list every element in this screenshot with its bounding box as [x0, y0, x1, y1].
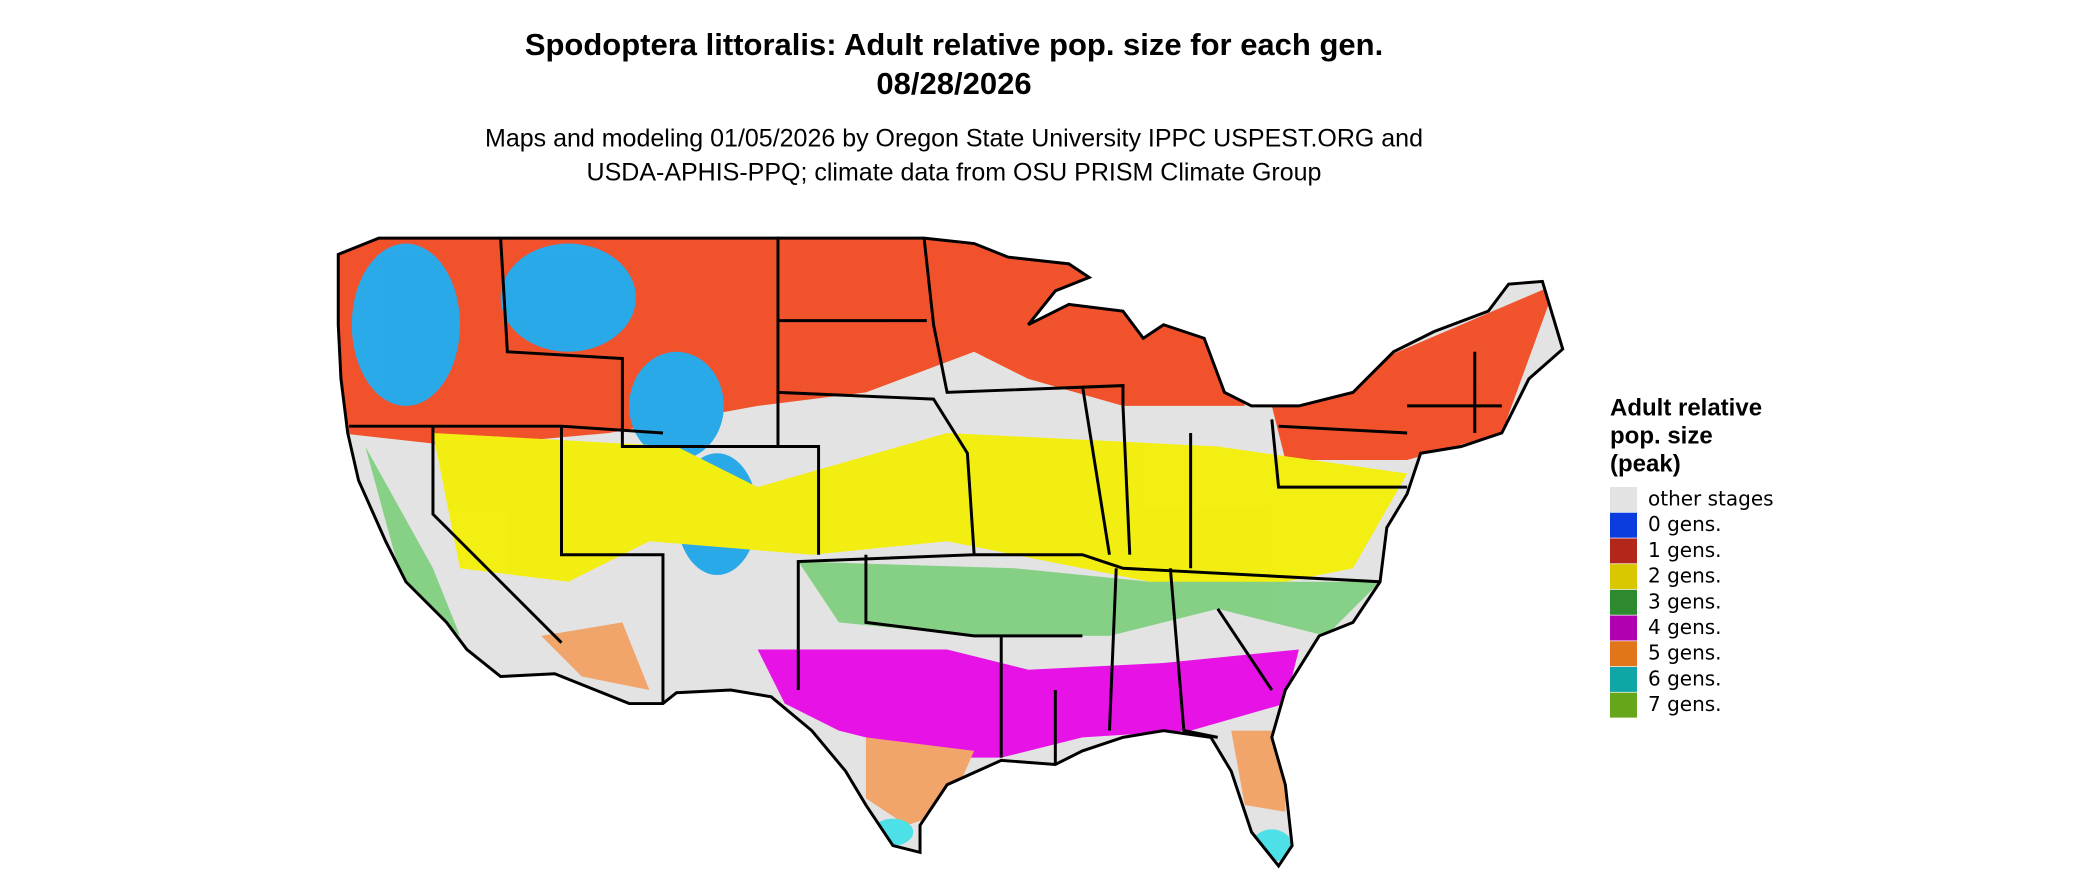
legend-swatch	[1610, 589, 1637, 615]
date: 08/28/2026	[876, 66, 1031, 101]
legend-swatch	[1610, 615, 1637, 641]
legend-swatch	[1610, 564, 1637, 590]
legend-label: 7 gens.	[1648, 692, 1722, 716]
legend-title: pop. size	[1610, 422, 1713, 449]
map	[336, 236, 1565, 868]
legend-title: Adult relative	[1610, 394, 1762, 421]
legend-swatch	[1610, 487, 1637, 512]
title: Spodoptera littoralis: Adult relative po…	[525, 27, 1383, 62]
legend-label: 1 gens.	[1648, 538, 1722, 562]
legend-swatch	[1610, 666, 1637, 692]
legend-label: 0 gens.	[1648, 512, 1722, 536]
legend-swatch	[1610, 692, 1637, 718]
legend-swatch	[1610, 641, 1637, 667]
legend-label: 4 gens.	[1648, 615, 1722, 639]
legend-swatch	[1610, 538, 1637, 564]
legend-label: 5 gens.	[1648, 641, 1722, 665]
subtitle: Maps and modeling 01/05/2026 by Oregon S…	[485, 125, 1423, 153]
legend-label: 6 gens.	[1648, 666, 1722, 690]
subtitle: USDA-APHIS-PPQ; climate data from OSU PR…	[587, 159, 1322, 187]
legend: Adult relative pop. size (peak) other st…	[1610, 394, 1774, 718]
legend-label: 2 gens.	[1648, 564, 1722, 588]
legend-title: (peak)	[1610, 450, 1681, 477]
legend-swatch	[1610, 512, 1637, 538]
legend-label: other stages	[1648, 487, 1774, 511]
legend-label: 3 gens.	[1648, 589, 1722, 613]
